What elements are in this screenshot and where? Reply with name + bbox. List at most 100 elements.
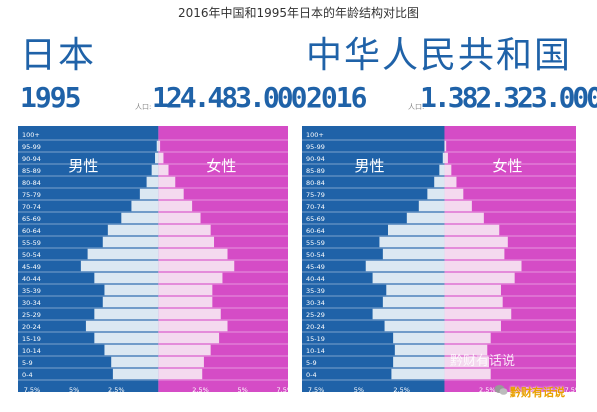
male-bar-40-44 xyxy=(372,272,445,284)
male-bar-80-84 xyxy=(146,176,159,188)
male-bar-60-64 xyxy=(387,224,445,236)
female-bar-60-64 xyxy=(158,224,211,236)
female-bar-85-89 xyxy=(158,164,169,176)
female-bar-65-69 xyxy=(158,212,201,224)
male-bar-95-99 xyxy=(156,140,159,152)
female-bar-85-89 xyxy=(444,164,452,176)
male-bar-5-9 xyxy=(393,356,445,368)
male-bar-50-54 xyxy=(382,248,445,260)
pyramid-japan-panel: 100+ 95-99 90-94 85-89 80-84 75-79 70-74 65-69 6… xyxy=(18,126,288,392)
female-label: 女性 xyxy=(492,157,522,175)
female-bar-75-79 xyxy=(444,188,464,200)
female-bar-10-14 xyxy=(158,344,211,356)
male-label: 男性 xyxy=(354,157,384,175)
x-tick-label: 7.5% xyxy=(24,386,41,392)
age-label-90-94: 90-94 xyxy=(306,155,325,163)
age-label-15-19: 15-19 xyxy=(306,335,325,343)
age-label-55-59: 55-59 xyxy=(306,239,325,247)
age-label-75-79: 75-79 xyxy=(22,191,41,199)
female-bar-70-74 xyxy=(444,200,472,212)
pyramid-japan-chart: 100+ 95-99 90-94 85-89 80-84 75-79 70-74 65-69 6… xyxy=(18,126,288,392)
country-name-japan: 日本 xyxy=(20,35,97,76)
age-label-85-89: 85-89 xyxy=(306,167,325,175)
male-bar-0-4 xyxy=(112,368,159,380)
female-bar-50-54 xyxy=(444,248,505,260)
age-label-10-14: 10-14 xyxy=(22,347,41,355)
male-bar-85-89 xyxy=(439,164,445,176)
age-label-55-59: 55-59 xyxy=(22,239,41,247)
male-bar-70-74 xyxy=(131,200,159,212)
male-bar-55-59 xyxy=(379,236,445,248)
female-bar-90-94 xyxy=(158,152,164,164)
age-label-75-79: 75-79 xyxy=(306,191,325,199)
pyramid-china-panel: 100+ 95-99 90-94 85-89 80-84 75-79 70-74 65-69 6… xyxy=(302,126,576,392)
age-label-100+: 100+ xyxy=(22,131,40,139)
age-label-45-49: 45-49 xyxy=(306,263,325,271)
male-label: 男性 xyxy=(68,157,98,175)
age-label-95-99: 95-99 xyxy=(306,143,325,151)
age-label-0-4: 0-4 xyxy=(22,371,33,379)
female-bar-0-4 xyxy=(444,368,491,380)
age-label-95-99: 95-99 xyxy=(22,143,41,151)
male-bar-65-69 xyxy=(406,212,445,224)
pyramid-china-chart: 100+ 95-99 90-94 85-89 80-84 75-79 70-74 65-69 6… xyxy=(302,126,576,392)
male-bar-35-39 xyxy=(386,284,445,296)
female-bar-30-34 xyxy=(158,296,213,308)
male-bar-20-24 xyxy=(85,320,159,332)
x-tick-label: 5% xyxy=(69,386,79,392)
age-label-65-69: 65-69 xyxy=(22,215,41,223)
age-label-65-69: 65-69 xyxy=(306,215,325,223)
age-label-45-49: 45-49 xyxy=(22,263,41,271)
female-bar-15-19 xyxy=(444,332,491,344)
x-tick-label: 2.5% xyxy=(393,386,410,392)
age-label-50-54: 50-54 xyxy=(306,251,325,259)
age-label-70-74: 70-74 xyxy=(22,203,41,211)
male-bar-75-79 xyxy=(139,188,159,200)
population-value-japan: 124.483.000 xyxy=(152,81,307,114)
chart-title: 2016年中国和1995年日本的年龄结构对比图 xyxy=(177,6,420,20)
female-bar-95-99 xyxy=(444,140,447,152)
x-tick-label: 5% xyxy=(238,386,248,392)
male-bar-5-9 xyxy=(111,356,159,368)
female-bar-35-39 xyxy=(444,284,501,296)
female-bar-5-9 xyxy=(444,356,489,368)
x-tick-label: 5% xyxy=(354,386,364,392)
age-label-80-84: 80-84 xyxy=(22,179,41,187)
male-bar-45-49 xyxy=(365,260,445,272)
age-label-20-24: 20-24 xyxy=(22,323,41,331)
female-bar-80-84 xyxy=(444,176,457,188)
male-bar-20-24 xyxy=(384,320,445,332)
age-label-85-89: 85-89 xyxy=(22,167,41,175)
male-bar-0-4 xyxy=(391,368,445,380)
male-bar-25-29 xyxy=(372,308,445,320)
age-label-35-39: 35-39 xyxy=(306,287,325,295)
male-bar-40-44 xyxy=(94,272,159,284)
x-tick-label: 2.5% xyxy=(192,386,209,392)
female-bar-65-69 xyxy=(444,212,484,224)
female-bar-5-9 xyxy=(158,356,204,368)
x-tick-label: 2.5% xyxy=(479,386,496,392)
wechat-icon xyxy=(494,385,508,395)
male-bar-90-94 xyxy=(155,152,159,164)
male-bar-30-34 xyxy=(382,296,445,308)
female-bar-80-84 xyxy=(158,176,176,188)
male-bar-10-14 xyxy=(104,344,159,356)
age-label-5-9: 5-9 xyxy=(306,359,317,367)
female-bar-20-24 xyxy=(444,320,501,332)
female-bar-35-39 xyxy=(158,284,213,296)
male-bar-85-89 xyxy=(151,164,159,176)
year-china: 2016 xyxy=(306,81,367,114)
female-bar-30-34 xyxy=(444,296,503,308)
age-label-100+: 100+ xyxy=(306,131,324,139)
age-label-30-34: 30-34 xyxy=(22,299,41,307)
female-bar-55-59 xyxy=(444,236,508,248)
male-bar-75-79 xyxy=(427,188,445,200)
population-label-japan: 人口: xyxy=(135,103,152,111)
x-tick-label: 5% xyxy=(525,386,535,392)
female-bar-40-44 xyxy=(444,272,515,284)
male-bar-45-49 xyxy=(80,260,159,272)
age-label-35-39: 35-39 xyxy=(22,287,41,295)
x-tick-label: 2.5% xyxy=(108,386,125,392)
male-bar-15-19 xyxy=(393,332,445,344)
male-bar-80-84 xyxy=(434,176,445,188)
